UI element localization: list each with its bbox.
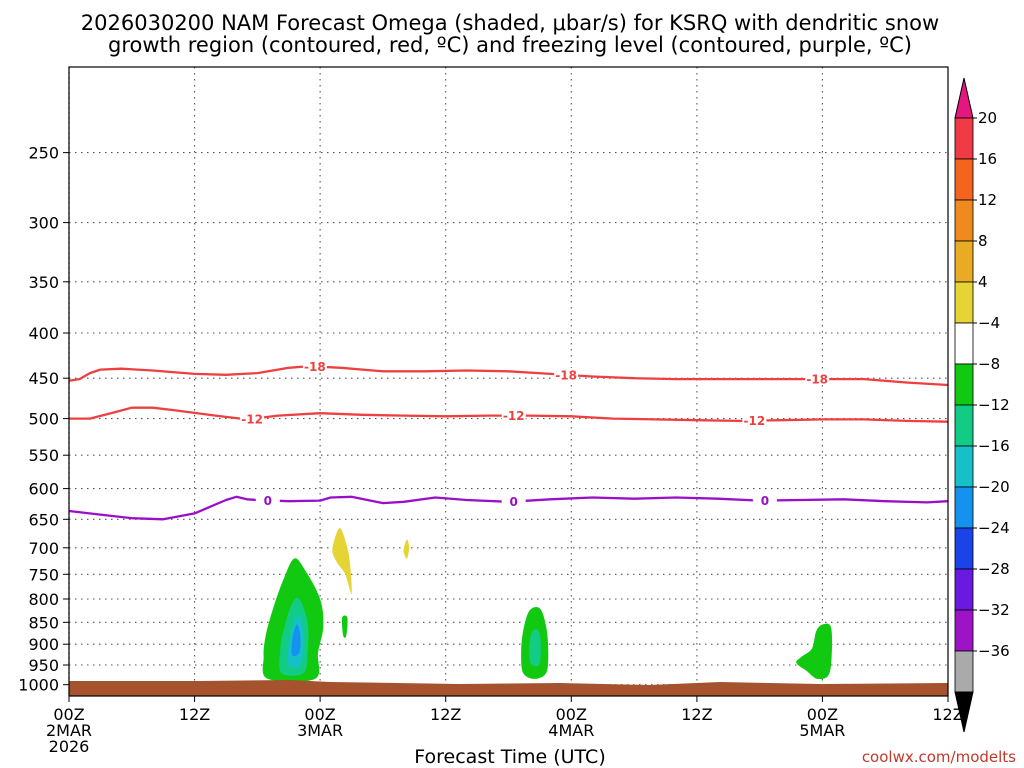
x-year-label: 2026 [49, 737, 90, 756]
y-tick-label: 600 [28, 480, 59, 499]
colorbar-segment [954, 527, 974, 570]
omega-region-yellow-patch-b [403, 539, 410, 559]
x-axis-label: Forecast Time (UTC) [414, 746, 605, 768]
y-tick-label: 750 [28, 565, 59, 584]
y-tick-label: 450 [28, 369, 59, 388]
colorbar-segment [954, 650, 974, 693]
colorbar-label: −32 [978, 601, 1010, 619]
x-date-label: 5MAR [799, 721, 845, 740]
contour-label-minus18: -18 [304, 360, 326, 374]
x-date-label: 3MAR [297, 721, 343, 740]
colorbar-top-arrow [954, 77, 974, 119]
ground-terrain [69, 680, 948, 696]
colorbar-label: 8 [978, 232, 988, 250]
y-tick-label: 1000 [18, 676, 59, 695]
contour-label-minus12: -12 [241, 412, 263, 426]
colorbar-label: 16 [978, 150, 997, 168]
y-tick-label: 550 [28, 446, 59, 465]
y-tick-label: 700 [28, 539, 59, 558]
omega-region-blue-core-a [291, 624, 301, 657]
plot-frame [68, 66, 949, 697]
y-tick-label: 900 [28, 635, 59, 654]
colorbar-segment [954, 445, 974, 488]
ground-layer [69, 680, 948, 696]
colorbar-segment [954, 404, 974, 447]
x-tick-label: 12Z [430, 705, 461, 724]
colorbar-label: 4 [978, 273, 988, 291]
colorbar-label: −24 [978, 519, 1010, 537]
contour-label-bg [255, 493, 280, 507]
colorbar-label: −12 [978, 396, 1010, 414]
source-credit: coolwx.com/modelts [862, 748, 1016, 766]
colorbar-segment [954, 158, 974, 201]
contour-label-freezing: 0 [510, 495, 518, 509]
y-tick-label: 300 [28, 214, 59, 233]
omega-region-teal-core-b [529, 629, 541, 667]
colorbar-segment [954, 486, 974, 529]
y-tick-label: 400 [28, 324, 59, 343]
omega-shading-layer [262, 528, 833, 682]
colorbar-segment [954, 240, 974, 283]
colorbar-bottom-arrow [954, 691, 974, 733]
colorbar-label: −36 [978, 642, 1010, 660]
colorbar-label: −28 [978, 560, 1010, 578]
omega-region-green-plume-c [796, 623, 833, 680]
contour-label-bg [302, 359, 327, 373]
omega-region-yellow-patch-a [332, 528, 352, 595]
contour-label-bg [501, 494, 526, 508]
chart-title-line1: 2026030200 NAM Forecast Omega (shaded, μ… [81, 11, 939, 35]
x-tick-label: 00Z [556, 705, 587, 724]
x-tick-label: 00Z [807, 705, 838, 724]
y-tick-label: 800 [28, 590, 59, 609]
plot-area-background [69, 67, 948, 696]
colorbar-segment [954, 568, 974, 611]
x-date-label: 2MAR [46, 721, 92, 740]
contour-line-minus18 [68, 364, 949, 387]
contour-label-freezing: 0 [761, 494, 769, 508]
contour-label-bg [742, 413, 767, 427]
contour-label-bg [240, 411, 265, 425]
contour-label-bg [805, 372, 830, 386]
colorbar-segment [954, 281, 974, 324]
y-tick-label: 650 [28, 510, 59, 529]
y-tick-label: 350 [28, 273, 59, 292]
contour-label-minus18: -18 [806, 373, 828, 387]
contour-label-minus12: -12 [503, 409, 525, 423]
colorbar-segment [954, 322, 974, 365]
chart-title-line2: growth region (contoured, red, ºC) and f… [108, 33, 912, 57]
x-tick-label: 00Z [304, 705, 335, 724]
contour-label-freezing: 0 [264, 494, 272, 508]
contour-label-minus18: -18 [555, 368, 577, 382]
y-tick-label: 500 [28, 410, 59, 429]
y-tick-label: 950 [28, 656, 59, 675]
colorbar-label: −16 [978, 437, 1010, 455]
x-tick-label: 12Z [932, 705, 963, 724]
contour-label-minus12: -12 [744, 414, 766, 428]
contour-layer: -18 -18 -18 -12 -12 -12 0 0 0 [68, 359, 949, 521]
colorbar-label: 12 [978, 191, 997, 209]
contour-label-bg [501, 408, 526, 422]
colorbar-label: −8 [978, 355, 1000, 373]
x-tick-label: 00Z [53, 705, 84, 724]
colorbar: 20 16 12 8 4 −4 −8 −12 −16 −20 −24 −28 −32 −36 [954, 77, 1010, 733]
y-tick-label: 850 [28, 613, 59, 632]
omega-region-green-small-a [341, 615, 348, 638]
colorbar-label: 20 [978, 109, 997, 127]
colorbar-label: −20 [978, 478, 1010, 496]
colorbar-segment [954, 363, 974, 406]
x-tick-label: 12Z [681, 705, 712, 724]
x-tick-label: 12Z [179, 705, 210, 724]
colorbar-segment [954, 609, 974, 652]
y-tick-label: 250 [28, 144, 59, 163]
colorbar-segment [954, 199, 974, 242]
contour-label-bg [752, 493, 777, 507]
colorbar-label: −4 [978, 314, 1000, 332]
contour-line-minus12 [69, 406, 949, 423]
x-date-label: 4MAR [548, 721, 594, 740]
contour-label-bg [554, 367, 579, 381]
colorbar-segment [954, 117, 974, 160]
y-axis: 250 300 350 400 450 500 550 600 650 700 750 800 850 9… [18, 144, 69, 695]
